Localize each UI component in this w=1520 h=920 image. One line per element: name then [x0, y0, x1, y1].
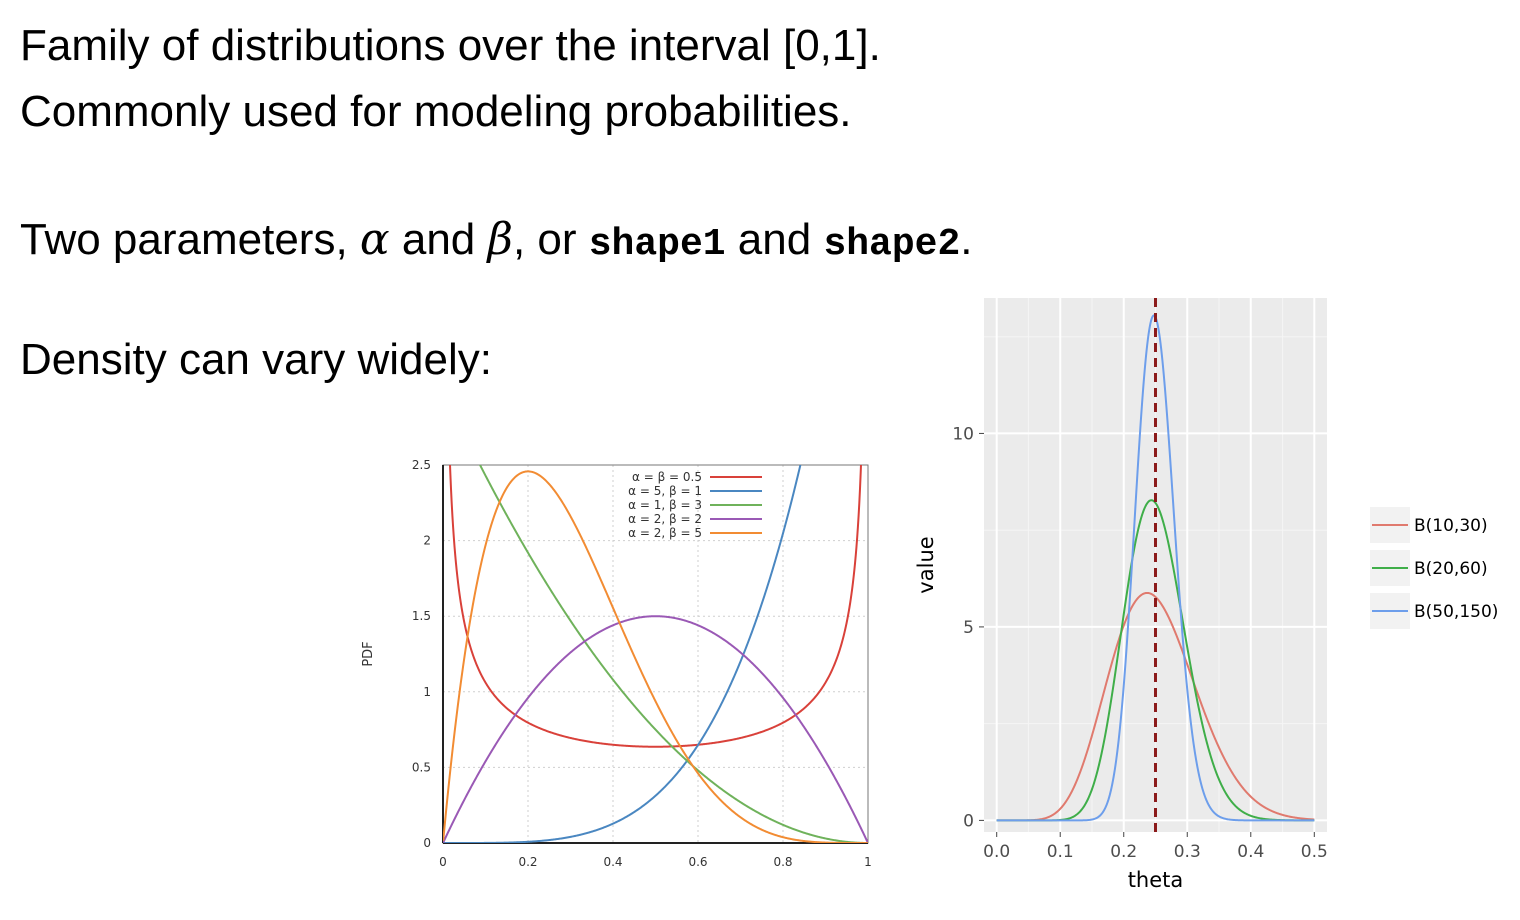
- series-line: [996, 591, 1315, 822]
- y-tick-label: 0.5: [412, 760, 431, 774]
- text-line-3-d: and: [725, 215, 824, 264]
- y-axis-title: value: [914, 536, 938, 593]
- x-tick-label: 0.8: [773, 855, 792, 869]
- series-line: [449, 465, 862, 748]
- series-line: [478, 465, 868, 843]
- text-line-3-c: , or: [512, 215, 589, 264]
- series-line: [443, 615, 868, 843]
- y-tick-label: 0: [963, 811, 974, 831]
- y-tick-label: 5: [963, 618, 974, 638]
- x-tick-label: 0.5: [1301, 842, 1328, 862]
- text-line-3: Two parameters, α and β, or shape1 and s…: [20, 214, 973, 271]
- series-line: [443, 465, 802, 843]
- text-line-2: Commonly used for modeling probabilities…: [20, 87, 852, 136]
- code-shape1: shape1: [588, 223, 726, 266]
- text-line-3-a: Two parameters,: [20, 215, 360, 264]
- x-tick-label: 1: [864, 855, 872, 869]
- text-line-3-e: .: [960, 215, 973, 264]
- beta-density-ggplot-chart: 0.0 0.1 0.2 0.3 0.4 0.5 0 5 10 theta value B(10,30)…: [914, 298, 1498, 892]
- series-line: [443, 470, 868, 843]
- x-tick-label: 0.2: [518, 855, 537, 869]
- y-tick-label: 1.5: [412, 609, 431, 623]
- text-line-4: Density can vary widely:: [20, 335, 492, 384]
- x-tick-label: 0.4: [1237, 842, 1264, 862]
- text-line-1: Family of distributions over the interva…: [20, 21, 881, 70]
- legend-label: B(10,30): [1414, 516, 1488, 536]
- x-tick-label: 0.1: [1047, 842, 1074, 862]
- x-axis-title: theta: [1128, 868, 1184, 892]
- y-tick-label: 10: [952, 424, 974, 444]
- x-tick-label: 0.4: [603, 855, 622, 869]
- y-tick-label: 0: [423, 836, 431, 850]
- legend-label: α = 2, β = 5: [628, 526, 702, 540]
- legend-label: α = 5, β = 1: [628, 484, 702, 498]
- x-tick-label: 0.0: [983, 842, 1010, 862]
- legend-label: B(50,150): [1414, 602, 1498, 622]
- y-tick-label: 1: [423, 685, 431, 699]
- series-group: [443, 465, 868, 843]
- y-tick-label: 2.5: [412, 458, 431, 472]
- x-tick-label: 0.3: [1174, 842, 1201, 862]
- x-tick-label: 0.2: [1110, 842, 1137, 862]
- beta-symbol: β: [487, 214, 513, 265]
- alpha-symbol: α: [359, 214, 390, 265]
- y-axis-title: PDF: [361, 641, 376, 666]
- code-shape2: shape2: [823, 223, 961, 266]
- legend-label: α = β = 0.5: [632, 470, 702, 484]
- x-tick-label: 0: [439, 855, 447, 869]
- legend-label: B(20,60): [1414, 559, 1488, 579]
- y-tick-label: 2: [423, 534, 431, 548]
- x-tick-label: 0.6: [688, 855, 707, 869]
- text-line-3-b: and: [389, 215, 488, 264]
- legend-label: α = 1, β = 3: [628, 498, 702, 512]
- legend-label: α = 2, β = 2: [628, 512, 702, 526]
- beta-pdf-chart: 0 0.2 0.4 0.6 0.8 1 0 0.5 1 1.5 2 2.5 PDF α = β = 0.5…: [361, 458, 872, 869]
